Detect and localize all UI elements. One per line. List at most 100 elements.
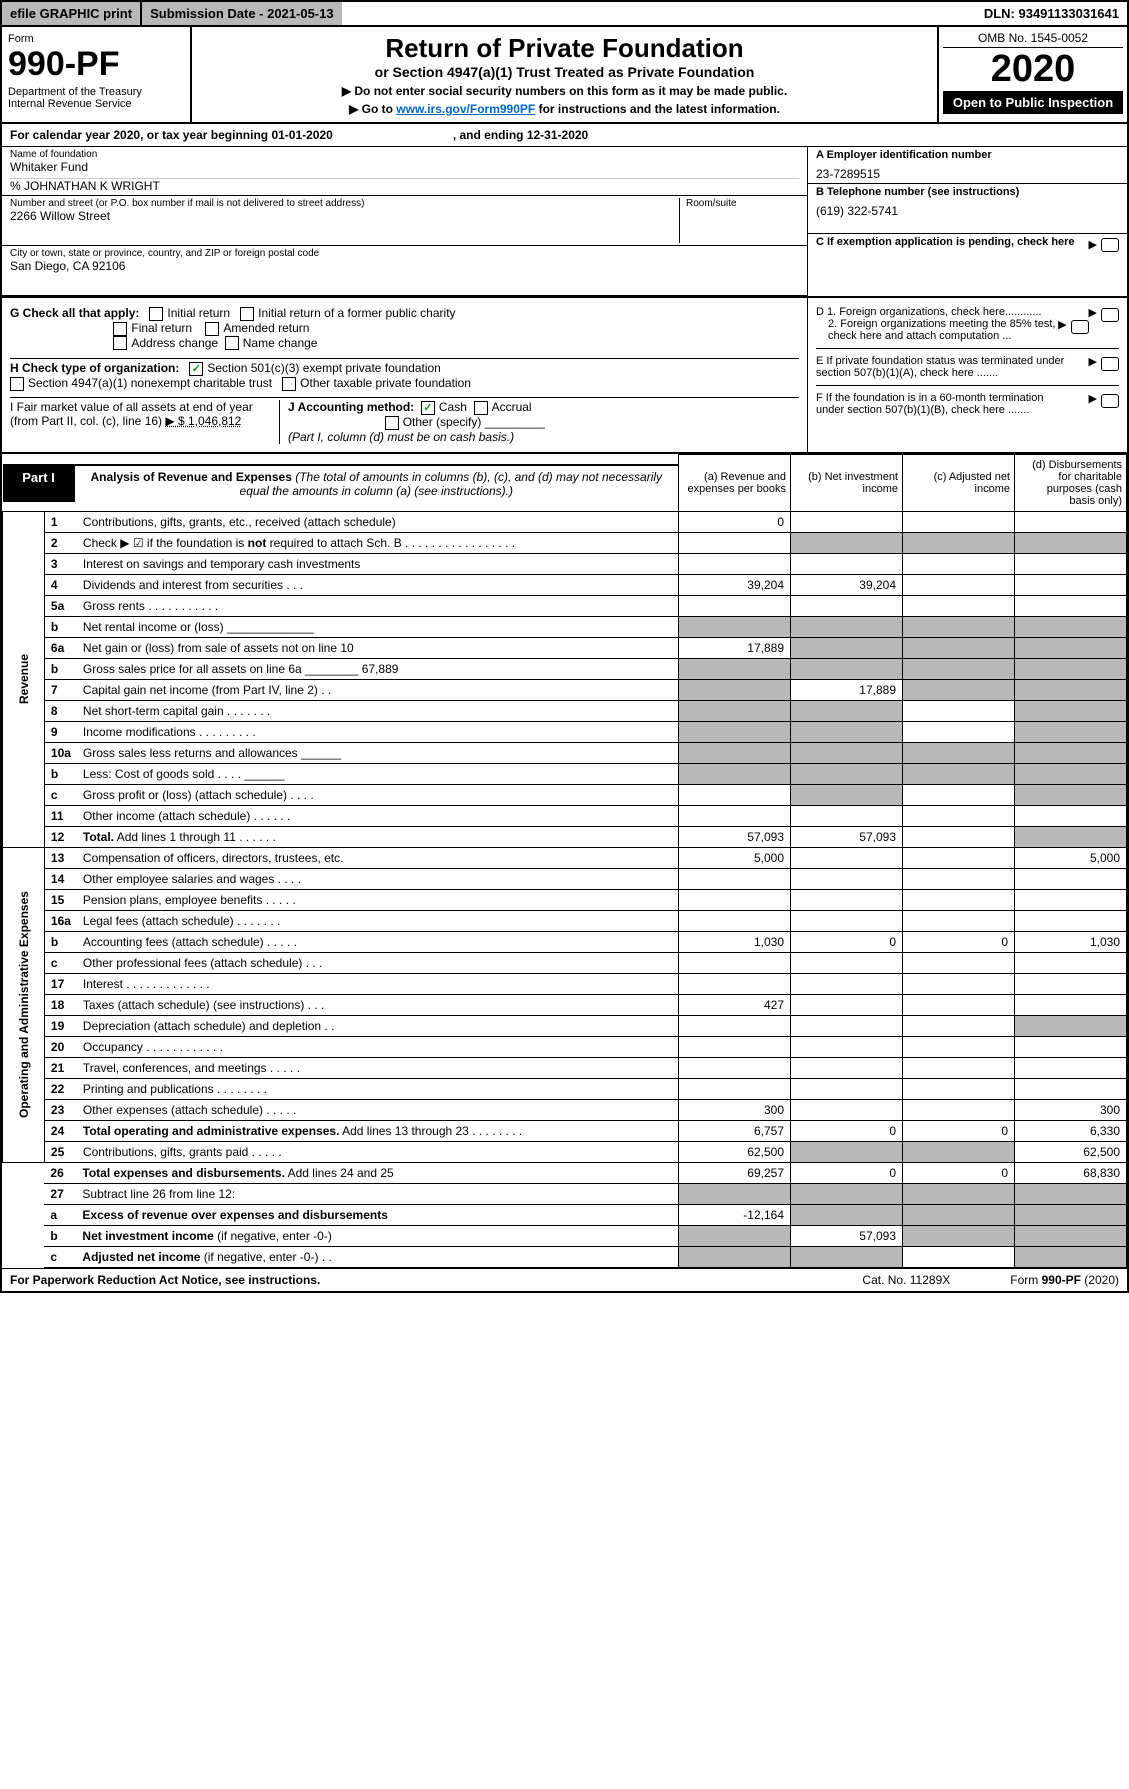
dln: DLN: 93491133031641 [976, 2, 1127, 25]
amt-cell [903, 721, 1015, 742]
g-former-checkbox[interactable] [240, 307, 254, 321]
line-desc: cOther professional fees (attach schedul… [44, 952, 678, 973]
f-checkbox[interactable] [1101, 394, 1119, 408]
amt-cell [791, 532, 903, 553]
amt-cell [903, 763, 1015, 784]
line-desc: 9Income modifications . . . . . . . . . [44, 721, 678, 742]
checkbox-section: G Check all that apply: Initial return I… [2, 298, 1127, 454]
line-desc: bLess: Cost of goods sold . . . . ______ [44, 763, 678, 784]
table-row: 4Dividends and interest from securities … [3, 574, 1127, 595]
amt-cell [791, 1183, 903, 1204]
c-checkbox[interactable] [1101, 238, 1119, 252]
year-end: , and ending 12-31-2020 [453, 128, 588, 142]
g-amended-checkbox[interactable] [205, 322, 219, 336]
form-label: Form [8, 33, 184, 45]
d2-checkbox[interactable] [1071, 320, 1089, 334]
g-final-checkbox[interactable] [113, 322, 127, 336]
footer-left: For Paperwork Reduction Act Notice, see … [10, 1273, 320, 1287]
amt-cell [1015, 1204, 1127, 1225]
ein-row: A Employer identification number 23-7289… [808, 147, 1127, 184]
city-row: City or town, state or province, country… [2, 246, 807, 296]
arrow-icon: ▶ [1058, 318, 1066, 331]
d1-checkbox[interactable] [1101, 308, 1119, 322]
amt-cell: 300 [679, 1099, 791, 1120]
amt-cell [679, 1225, 791, 1246]
line-desc: 12Total. Add lines 1 through 11 . . . . … [44, 826, 678, 847]
amt-cell [679, 868, 791, 889]
amt-cell [1015, 595, 1127, 616]
line-desc: 15Pension plans, employee benefits . . .… [44, 889, 678, 910]
amt-cell [903, 1036, 1015, 1057]
line-desc: 22Printing and publications . . . . . . … [44, 1078, 678, 1099]
d-row: D 1. Foreign organizations, check here..… [816, 306, 1119, 349]
amt-cell [679, 1078, 791, 1099]
j-other-checkbox[interactable] [385, 416, 399, 430]
line-desc: bNet rental income or (loss) ___________… [44, 616, 678, 637]
j-accrual: Accrual [492, 400, 532, 414]
d2-label: 2. Foreign organizations meeting the 85%… [816, 318, 1056, 342]
irs-link[interactable]: www.irs.gov/Form990PF [396, 102, 535, 116]
amt-cell: 0 [791, 1162, 903, 1183]
efile-label: efile GRAPHIC print [2, 2, 140, 25]
f-row: F If the foundation is in a 60-month ter… [816, 388, 1119, 416]
table-row: 25Contributions, gifts, grants paid . . … [3, 1141, 1127, 1162]
foundation-name: Whitaker Fund [10, 160, 799, 174]
revenue-section-label: Revenue [3, 511, 45, 847]
g-name-checkbox[interactable] [225, 336, 239, 350]
part-1: Part I Analysis of Revenue and Expenses … [2, 454, 1127, 1268]
j-accrual-checkbox[interactable] [474, 401, 488, 415]
table-row: 23Other expenses (attach schedule) . . .… [3, 1099, 1127, 1120]
col-a-header: (a) Revenue and expenses per books [679, 454, 791, 511]
amt-cell [679, 700, 791, 721]
table-row: 11Other income (attach schedule) . . . .… [3, 805, 1127, 826]
g-initial-checkbox[interactable] [149, 307, 163, 321]
amt-cell [1015, 679, 1127, 700]
amt-cell [1015, 511, 1127, 532]
f-label: F If the foundation is in a 60-month ter… [816, 392, 1066, 416]
amt-cell: 68,830 [1015, 1162, 1127, 1183]
line-desc: 20Occupancy . . . . . . . . . . . . [44, 1036, 678, 1057]
header-right: OMB No. 1545-0052 2020 Open to Public In… [937, 27, 1127, 122]
amt-cell [679, 1246, 791, 1267]
street: 2266 Willow Street [10, 209, 679, 223]
amt-cell [1015, 637, 1127, 658]
amt-cell [791, 763, 903, 784]
j-cash-checkbox[interactable] [421, 401, 435, 415]
e-row: E If private foundation status was termi… [816, 351, 1119, 386]
g-opt-5: Name change [243, 336, 318, 350]
g-row: G Check all that apply: Initial return I… [10, 306, 799, 359]
amt-cell [1015, 1225, 1127, 1246]
table-row: 6aNet gain or (loss) from sale of assets… [3, 637, 1127, 658]
amt-cell [903, 973, 1015, 994]
part-note: (The total of amounts in columns (b), (c… [240, 470, 663, 498]
h-501c3-checkbox[interactable] [189, 362, 203, 376]
h-4947-checkbox[interactable] [10, 377, 24, 391]
amt-cell [679, 679, 791, 700]
table-row: cAdjusted net income (if negative, enter… [3, 1246, 1127, 1267]
spacer-cell [3, 1246, 45, 1267]
amt-cell [679, 1057, 791, 1078]
line-desc: cGross profit or (loss) (attach schedule… [44, 784, 678, 805]
amt-cell [1015, 763, 1127, 784]
e-checkbox[interactable] [1101, 357, 1119, 371]
checks-right: D 1. Foreign organizations, check here..… [807, 298, 1127, 452]
amt-cell [791, 952, 903, 973]
amt-cell [1015, 742, 1127, 763]
amt-cell: 6,757 [679, 1120, 791, 1141]
amt-cell [791, 868, 903, 889]
amt-cell [903, 574, 1015, 595]
name-label: Name of foundation [10, 149, 799, 160]
h-other-checkbox[interactable] [282, 377, 296, 391]
table-row: 27Subtract line 26 from line 12: [3, 1183, 1127, 1204]
amt-cell [903, 1099, 1015, 1120]
ij-row: I Fair market value of all assets at end… [10, 400, 799, 444]
amt-cell [1015, 1057, 1127, 1078]
table-row: 9Income modifications . . . . . . . . . [3, 721, 1127, 742]
amt-cell [791, 637, 903, 658]
amt-cell [791, 805, 903, 826]
spacer-cell [3, 1183, 45, 1204]
c-label: C If exemption application is pending, c… [816, 236, 1075, 248]
line-desc: 8Net short-term capital gain . . . . . .… [44, 700, 678, 721]
line-desc: 27Subtract line 26 from line 12: [44, 1183, 678, 1204]
g-address-checkbox[interactable] [113, 336, 127, 350]
